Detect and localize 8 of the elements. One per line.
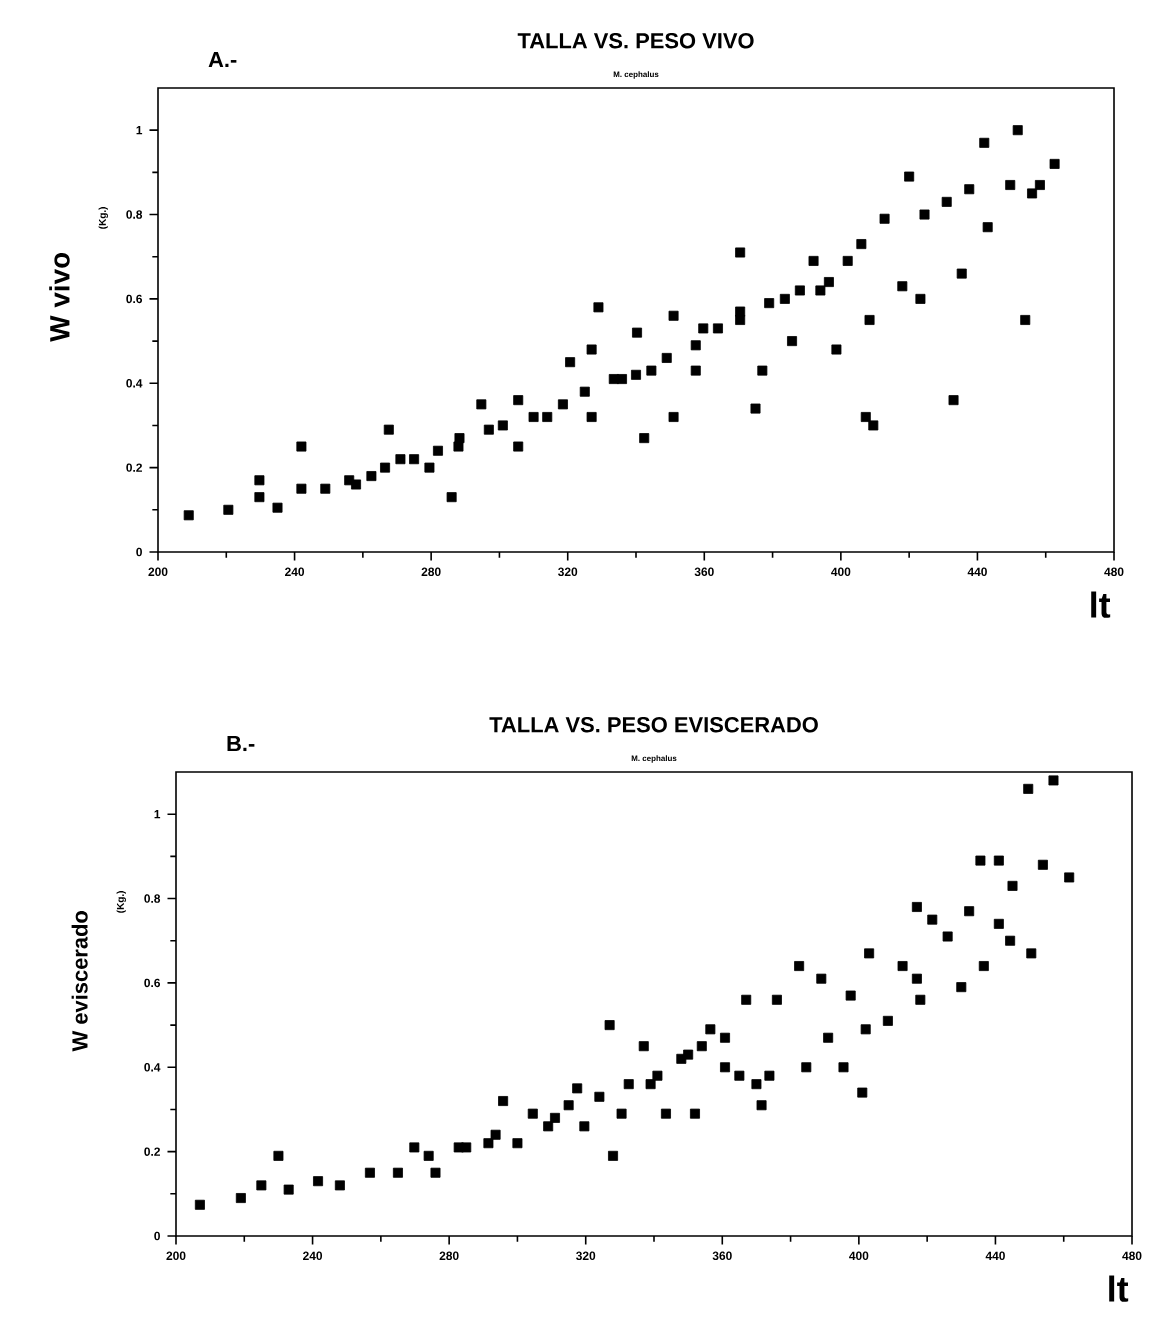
chart-title: TALLA VS. PESO EVISCERADO — [489, 716, 818, 733]
x-axis-title: lt — [1109, 1275, 1129, 1302]
x-axis-title: lt — [1091, 591, 1111, 618]
y-axis-title: W eviscerado — [71, 911, 88, 1052]
text: A.- — [208, 51, 237, 68]
y-axis-title: W vivo — [49, 252, 70, 342]
text: B.- — [227, 735, 255, 752]
chart-title: TALLA VS. PESO VIVO — [517, 32, 754, 49]
